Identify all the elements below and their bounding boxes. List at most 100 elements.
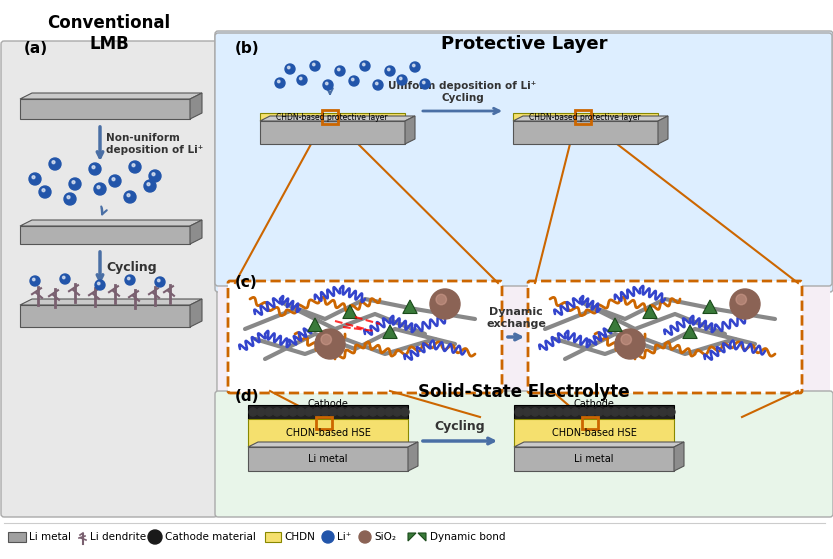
Text: CHDN-based protective layer: CHDN-based protective layer	[529, 112, 641, 121]
Circle shape	[555, 408, 563, 416]
Circle shape	[611, 408, 619, 416]
Polygon shape	[514, 447, 674, 471]
Circle shape	[337, 408, 345, 416]
Text: Solid-State Electrolyte: Solid-State Electrolyte	[418, 383, 630, 401]
FancyBboxPatch shape	[215, 31, 833, 292]
Text: CHDN-based protective layer: CHDN-based protective layer	[277, 112, 388, 121]
Circle shape	[62, 276, 65, 279]
Polygon shape	[403, 300, 417, 314]
FancyBboxPatch shape	[215, 33, 832, 286]
Circle shape	[249, 408, 257, 416]
Text: (b): (b)	[235, 41, 260, 56]
Text: CHDN-based HSE: CHDN-based HSE	[286, 428, 371, 438]
Circle shape	[323, 80, 333, 90]
Text: Dynamic
exchange: Dynamic exchange	[486, 307, 546, 329]
Circle shape	[147, 183, 150, 186]
Circle shape	[297, 75, 307, 85]
Circle shape	[523, 408, 531, 416]
Polygon shape	[405, 116, 415, 144]
Circle shape	[385, 408, 393, 416]
Polygon shape	[260, 116, 415, 121]
Circle shape	[109, 175, 121, 187]
Polygon shape	[20, 305, 190, 327]
Circle shape	[313, 408, 321, 416]
Circle shape	[92, 165, 95, 169]
Polygon shape	[643, 305, 657, 319]
Polygon shape	[418, 533, 426, 541]
Circle shape	[257, 408, 265, 416]
Circle shape	[72, 181, 75, 184]
Circle shape	[361, 408, 369, 416]
Text: CHDN: CHDN	[284, 532, 315, 542]
Circle shape	[643, 408, 651, 416]
FancyBboxPatch shape	[228, 281, 502, 393]
Circle shape	[321, 408, 329, 416]
Text: Non-uniform
deposition of Li⁺: Non-uniform deposition of Li⁺	[106, 133, 203, 155]
Polygon shape	[20, 299, 202, 305]
Circle shape	[95, 280, 105, 290]
Circle shape	[579, 408, 587, 416]
Text: Cathode material: Cathode material	[165, 532, 256, 542]
Text: Li dendrite: Li dendrite	[90, 532, 146, 542]
Circle shape	[337, 68, 340, 71]
Circle shape	[352, 78, 354, 80]
Text: SiO₂: SiO₂	[374, 532, 396, 542]
Polygon shape	[248, 442, 418, 447]
Circle shape	[397, 75, 407, 85]
Circle shape	[321, 334, 332, 345]
Circle shape	[345, 408, 353, 416]
Polygon shape	[514, 442, 684, 447]
Text: CHDN-based HSE: CHDN-based HSE	[551, 428, 636, 438]
Circle shape	[667, 408, 675, 416]
FancyBboxPatch shape	[215, 391, 833, 517]
Bar	[8, 532, 26, 542]
Polygon shape	[383, 325, 397, 339]
Polygon shape	[513, 116, 668, 121]
Circle shape	[49, 158, 61, 170]
Circle shape	[129, 161, 141, 173]
FancyBboxPatch shape	[260, 113, 406, 121]
Circle shape	[312, 63, 315, 66]
Circle shape	[289, 408, 297, 416]
Polygon shape	[608, 318, 622, 331]
Polygon shape	[308, 318, 322, 331]
Circle shape	[619, 408, 627, 416]
Circle shape	[329, 408, 337, 416]
Circle shape	[265, 408, 273, 416]
Circle shape	[359, 531, 371, 543]
Circle shape	[315, 329, 345, 359]
Circle shape	[29, 173, 41, 185]
Circle shape	[385, 66, 395, 76]
Polygon shape	[343, 305, 357, 319]
Circle shape	[326, 82, 328, 85]
Circle shape	[125, 275, 135, 285]
Text: Cycling: Cycling	[435, 420, 486, 433]
Circle shape	[39, 186, 51, 198]
Bar	[265, 532, 281, 542]
Circle shape	[42, 189, 45, 192]
Circle shape	[376, 82, 378, 85]
Circle shape	[436, 294, 446, 305]
Text: Conventional
LMB: Conventional LMB	[47, 14, 171, 53]
Circle shape	[112, 178, 115, 181]
Bar	[582, 417, 598, 429]
Circle shape	[362, 63, 365, 66]
FancyBboxPatch shape	[528, 281, 802, 393]
Polygon shape	[658, 116, 668, 144]
Circle shape	[149, 170, 161, 182]
Circle shape	[635, 408, 643, 416]
FancyBboxPatch shape	[247, 419, 408, 447]
FancyBboxPatch shape	[514, 419, 674, 447]
Polygon shape	[248, 447, 408, 471]
FancyBboxPatch shape	[514, 405, 674, 419]
Circle shape	[563, 408, 571, 416]
Text: Cathode: Cathode	[574, 399, 615, 409]
Circle shape	[387, 68, 390, 71]
Circle shape	[275, 78, 285, 88]
Circle shape	[349, 76, 359, 86]
Circle shape	[515, 408, 523, 416]
Circle shape	[420, 79, 430, 89]
Circle shape	[144, 180, 156, 192]
Circle shape	[401, 408, 409, 416]
Circle shape	[410, 62, 420, 72]
